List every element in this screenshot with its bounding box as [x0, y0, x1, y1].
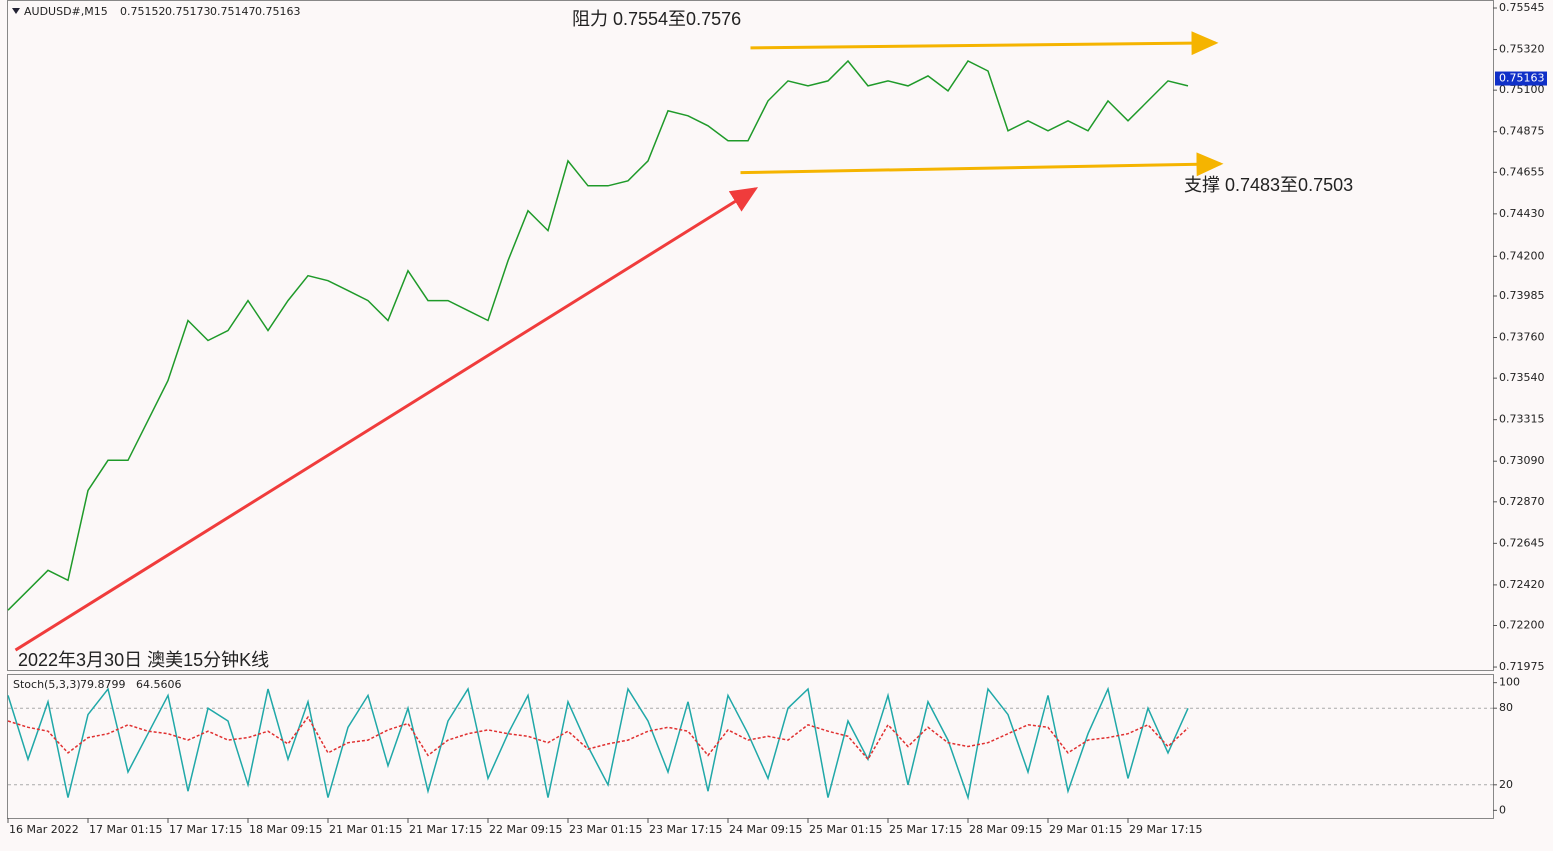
x-tick-label: 16 Mar 2022 [9, 823, 79, 836]
x-tick-label: 29 Mar 17:15 [1129, 823, 1202, 836]
y-tick-label: 0.73315 [1499, 413, 1545, 426]
y-tick-label: 0.75320 [1499, 43, 1545, 56]
annotation-line [14, 187, 759, 652]
y-tick-label: 0.72645 [1499, 536, 1545, 549]
x-tick-label: 21 Mar 17:15 [409, 823, 482, 836]
price-box [1495, 71, 1547, 86]
x-tick-label: 18 Mar 09:15 [249, 823, 322, 836]
y-tick-label: 0.73090 [1499, 454, 1545, 467]
y-tick-label: 0.74200 [1499, 249, 1545, 262]
x-tick-label: 28 Mar 09:15 [969, 823, 1042, 836]
price-line [7, 686, 1189, 801]
annotation-line [740, 152, 1224, 177]
collapse-icon [12, 8, 20, 14]
main-frame [7, 0, 1494, 671]
y-tick-label: 0.72200 [1499, 619, 1545, 632]
x-tick-label: 17 Mar 01:15 [89, 823, 162, 836]
stoch-reading: 79.8799 [80, 678, 126, 691]
annotation: 支撑 0.7483至0.7503 [1184, 175, 1353, 195]
x-tick-label: 24 Mar 09:15 [729, 823, 802, 836]
annotation-line [750, 31, 1219, 56]
x-tick-label: 22 Mar 09:15 [489, 823, 562, 836]
price-line [7, 59, 1189, 611]
y-tick-label: 0.75545 [1499, 1, 1545, 14]
y-tick-label: 0.71975 [1499, 660, 1545, 673]
y-tick-label: 0.74875 [1499, 125, 1545, 138]
y-tick-label: 0 [1499, 803, 1506, 816]
x-tick-label: 23 Mar 17:15 [649, 823, 722, 836]
y-tick-label: 0.74655 [1499, 165, 1545, 178]
price-line [7, 715, 1189, 761]
y-tick-label: 0.75100 [1499, 83, 1545, 96]
quote: 0.75173 [165, 5, 211, 18]
quote: 0.75152 [120, 5, 166, 18]
y-tick-label: 0.74430 [1499, 207, 1545, 220]
y-tick-label: 0.73540 [1499, 371, 1545, 384]
stoch-reading: 64.5606 [136, 678, 182, 691]
y-tick-label: 80 [1499, 701, 1513, 714]
x-tick-label: 25 Mar 17:15 [889, 823, 962, 836]
x-tick-label: 25 Mar 01:15 [809, 823, 882, 836]
x-tick-label: 23 Mar 01:15 [569, 823, 642, 836]
x-tick-label: 29 Mar 01:15 [1049, 823, 1122, 836]
price-box-label: 0.75163 [1499, 72, 1545, 85]
y-tick-label: 100 [1499, 676, 1520, 689]
x-tick-label: 21 Mar 01:15 [329, 823, 402, 836]
y-tick-label: 0.73985 [1499, 289, 1545, 302]
y-tick-label: 0.73760 [1499, 331, 1545, 344]
quote: 0.75147 [210, 5, 256, 18]
quote: 0.75163 [255, 5, 301, 18]
annotation: 阻力 0.7554至0.7576 [572, 9, 741, 29]
annotation: 2022年3月30日 澳美15分钟K线 [18, 650, 269, 670]
stoch-frame [7, 674, 1494, 819]
stoch-title: Stoch(5,3,3) [13, 678, 81, 691]
symbol: AUDUSD#,M15 [24, 5, 108, 18]
y-tick-label: 0.72420 [1499, 578, 1545, 591]
y-tick-label: 0.72870 [1499, 495, 1545, 508]
y-tick-label: 20 [1499, 778, 1513, 791]
x-tick-label: 17 Mar 17:15 [169, 823, 242, 836]
